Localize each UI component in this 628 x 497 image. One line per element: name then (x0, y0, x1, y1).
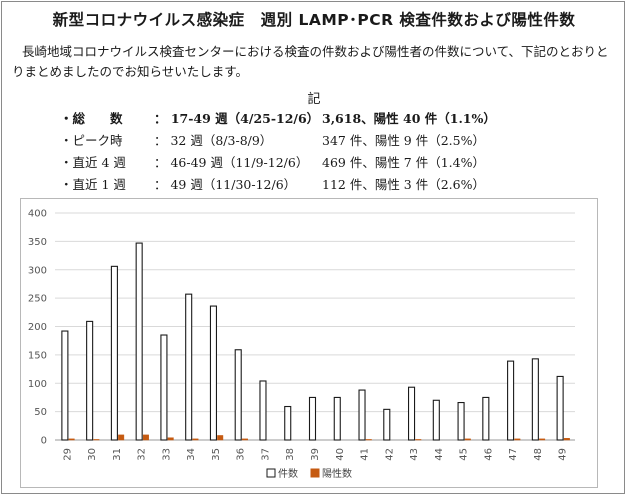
y-tick-label: 50 (34, 407, 47, 418)
legend-swatch-kensu (266, 468, 276, 478)
summary-result: 112 件、陽性 3 件（2.6%） (322, 177, 485, 192)
x-tick-label: 32 (137, 448, 148, 461)
bar-kensu-30 (86, 320, 94, 441)
x-tick-label: 49 (558, 448, 569, 461)
y-tick-label: 350 (28, 237, 47, 248)
x-tick-label: 41 (360, 448, 371, 461)
x-tick-label: 43 (409, 448, 420, 461)
x-tick-label: 30 (87, 448, 98, 461)
x-tick-label: 42 (384, 448, 395, 461)
bar-yousei-32 (142, 434, 149, 441)
summary-label: ・ピーク時 (60, 133, 123, 148)
bar-yousei-29 (68, 438, 75, 441)
summary-period: ： 17-49 週（4/25-12/6） (154, 111, 320, 126)
bar-kensu-38 (284, 405, 292, 441)
bar-kensu-42 (383, 408, 391, 441)
summary-period: ： 49 週（11/30-12/6） (154, 177, 297, 192)
bar-yousei-43 (415, 439, 422, 441)
summary-result: 469 件、陽性 7 件（1.4%） (322, 155, 485, 170)
bar-yousei-47 (514, 438, 521, 441)
bar-yousei-41 (365, 439, 372, 441)
bar-kensu-46 (482, 396, 490, 441)
y-tick-label: 250 (28, 294, 47, 305)
summary-result: 347 件、陽性 9 件（2.5%） (322, 133, 485, 148)
bar-kensu-48 (531, 358, 539, 441)
bar-kensu-39 (308, 396, 317, 441)
x-tick-label: 44 (434, 448, 445, 461)
x-tick-label: 35 (211, 448, 222, 461)
bar-yousei-34 (192, 438, 199, 441)
bar-yousei-31 (118, 434, 125, 441)
y-tick-label: 0 (41, 436, 47, 447)
x-tick-label: 45 (459, 448, 470, 461)
bar-yousei-48 (539, 438, 546, 441)
bar-kensu-35 (209, 305, 218, 441)
x-tick-label: 37 (260, 448, 271, 461)
bar-kensu-36 (234, 349, 242, 441)
page-title: 新型コロナウイルス感染症 週別 LAMP･PCR 検査件数および陽性件数 (52, 11, 576, 29)
intro-paragraph: 長崎地域コロナウイルス検査センターにおける検査の件数および陽性者の件数について、… (12, 44, 609, 79)
summary-result: 3,618、陽性 40 件（1.1%） (322, 111, 496, 126)
y-tick-label: 300 (28, 265, 47, 276)
bar-kensu-32 (135, 242, 143, 441)
x-tick-label: 46 (483, 448, 494, 461)
chart-box: 0 50 100 150 200 250 300 350 400 29 30 31 32 33 34 35 36… (20, 198, 598, 488)
bar-yousei-36 (241, 438, 248, 441)
legend-swatch-yousei (310, 468, 320, 478)
y-tick-label: 200 (28, 322, 47, 333)
x-tick-label: 40 (335, 448, 346, 461)
bar-kensu-47 (507, 360, 515, 441)
y-tick-label: 400 (28, 209, 47, 220)
bar-kensu-45 (457, 401, 465, 441)
summary-label: ・直近 1 週 (60, 177, 126, 192)
bar-kensu-29 (61, 330, 69, 441)
bar-kensu-49 (556, 375, 564, 441)
bar-kensu-44 (432, 399, 440, 441)
x-tick-label: 34 (186, 448, 197, 461)
legend-label-yousei: 陽性数 (322, 467, 352, 480)
x-tick-label: 48 (533, 448, 544, 461)
x-tick-label: 36 (236, 448, 247, 461)
y-tick-label: 150 (28, 350, 47, 361)
x-tick-label: 38 (285, 448, 296, 461)
bar-kensu-40 (333, 396, 341, 441)
bar-kensu-31 (110, 265, 118, 441)
x-tick-label: 29 (62, 448, 73, 461)
bar-kensu-43 (407, 386, 416, 441)
bar-kensu-41 (358, 389, 366, 441)
x-tick-label: 47 (508, 448, 519, 461)
x-tick-label: 33 (161, 448, 172, 461)
bar-yousei-35 (217, 435, 224, 441)
bar-yousei-33 (167, 437, 174, 441)
summary-label: ・直近 4 週 (60, 155, 126, 170)
bar-kensu-33 (160, 334, 168, 441)
x-tick-label: 39 (310, 448, 321, 461)
bar-yousei-45 (464, 438, 471, 441)
summary-label: ・総 数 (60, 111, 123, 126)
bar-kensu-34 (185, 293, 193, 441)
legend-label-kensu: 件数 (278, 467, 298, 480)
bar-chart: 0 50 100 150 200 250 300 350 400 29 30 31 32 33 34 35 36… (28, 209, 575, 480)
x-tick-label: 31 (112, 448, 123, 461)
bar-yousei-49 (563, 438, 570, 441)
y-tick-label: 100 (28, 379, 47, 390)
summary-period: ： 46-49 週（11/9-12/6） (154, 155, 309, 170)
ki-heading: 記 (307, 92, 321, 107)
summary-period: ： 32 週（8/3-8/9） (154, 133, 273, 148)
bar-yousei-30 (93, 439, 100, 441)
bar-kensu-37 (259, 380, 267, 441)
